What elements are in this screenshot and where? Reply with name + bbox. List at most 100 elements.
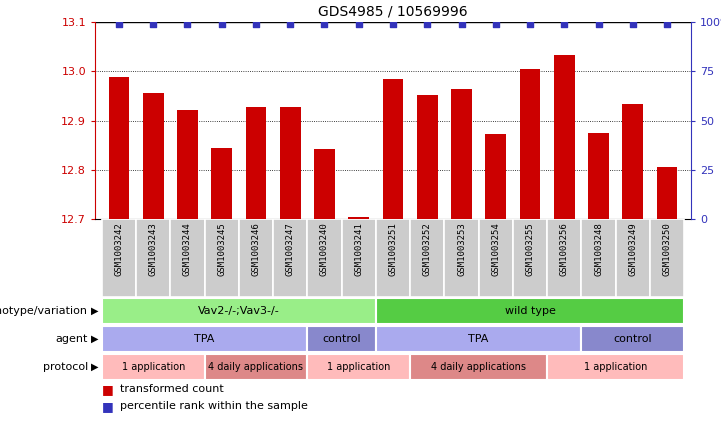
Bar [376, 326, 581, 352]
Text: ■: ■ [102, 400, 114, 413]
Text: GSM1003251: GSM1003251 [389, 222, 397, 276]
Text: 1 application: 1 application [327, 362, 391, 372]
Text: control: control [614, 334, 652, 344]
Point [319, 21, 330, 27]
Text: GSM1003252: GSM1003252 [423, 222, 432, 276]
Point [387, 21, 399, 27]
Title: GDS4985 / 10569996: GDS4985 / 10569996 [318, 4, 468, 18]
Text: 4 daily applications: 4 daily applications [431, 362, 526, 372]
Bar [102, 354, 205, 380]
Bar [211, 148, 232, 219]
Point [148, 21, 159, 27]
Bar [376, 298, 684, 324]
Bar [348, 217, 369, 219]
Text: percentile rank within the sample: percentile rank within the sample [120, 401, 308, 411]
Text: GSM1003256: GSM1003256 [559, 222, 569, 276]
Text: 1 application: 1 application [122, 362, 185, 372]
Point [285, 21, 296, 27]
Text: GSM1003254: GSM1003254 [491, 222, 500, 276]
Text: ■: ■ [102, 383, 114, 396]
Bar [136, 219, 170, 297]
Text: GSM1003248: GSM1003248 [594, 222, 603, 276]
Bar [314, 149, 335, 219]
Point [113, 21, 125, 27]
Text: GSM1003241: GSM1003241 [354, 222, 363, 276]
Text: Vav2-/-;Vav3-/-: Vav2-/-;Vav3-/- [198, 306, 280, 316]
Bar [479, 219, 513, 297]
Text: TPA: TPA [195, 334, 215, 344]
Text: TPA: TPA [469, 334, 489, 344]
Text: protocol: protocol [43, 362, 88, 372]
Bar [657, 167, 677, 219]
Bar [581, 219, 616, 297]
Bar [102, 298, 376, 324]
Bar [280, 107, 301, 219]
Bar [307, 354, 410, 380]
Point [250, 21, 262, 27]
Bar [109, 77, 129, 219]
Point [559, 21, 570, 27]
Bar [513, 219, 547, 297]
Point [661, 21, 673, 27]
Text: ▶: ▶ [92, 334, 99, 344]
Text: GSM1003242: GSM1003242 [115, 222, 123, 276]
Bar [102, 219, 136, 297]
Bar [177, 110, 198, 219]
Bar [410, 354, 547, 380]
Point [524, 21, 536, 27]
Bar [410, 219, 444, 297]
Bar [205, 354, 307, 380]
Text: GSM1003247: GSM1003247 [286, 222, 295, 276]
Bar [444, 219, 479, 297]
Text: GSM1003249: GSM1003249 [628, 222, 637, 276]
Point [353, 21, 365, 27]
Point [456, 21, 467, 27]
Bar [547, 219, 581, 297]
Text: GSM1003253: GSM1003253 [457, 222, 466, 276]
Bar [554, 55, 575, 219]
Text: agent: agent [56, 334, 88, 344]
Bar [102, 326, 307, 352]
Text: wild type: wild type [505, 306, 555, 316]
Text: genotype/variation: genotype/variation [0, 306, 88, 316]
Text: GSM1003240: GSM1003240 [320, 222, 329, 276]
Bar [170, 219, 205, 297]
Point [422, 21, 433, 27]
Bar [342, 219, 376, 297]
Bar [239, 219, 273, 297]
Bar [376, 219, 410, 297]
Point [182, 21, 193, 27]
Bar [485, 134, 506, 219]
Text: GSM1003246: GSM1003246 [252, 222, 260, 276]
Text: GSM1003243: GSM1003243 [149, 222, 158, 276]
Bar [451, 90, 472, 219]
Bar [588, 133, 609, 219]
Bar [520, 69, 540, 219]
Bar [547, 354, 684, 380]
Text: ▶: ▶ [92, 306, 99, 316]
Text: ▶: ▶ [92, 362, 99, 372]
Text: transformed count: transformed count [120, 385, 224, 394]
Text: 1 application: 1 application [584, 362, 647, 372]
Point [627, 21, 639, 27]
Bar [581, 326, 684, 352]
Text: control: control [322, 334, 361, 344]
Bar [417, 95, 438, 219]
Bar [246, 107, 266, 219]
Text: GSM1003255: GSM1003255 [526, 222, 534, 276]
Point [490, 21, 502, 27]
Bar [622, 104, 643, 219]
Bar [307, 219, 342, 297]
Text: GSM1003244: GSM1003244 [183, 222, 192, 276]
Point [593, 21, 604, 27]
Bar [383, 79, 403, 219]
Bar [307, 326, 376, 352]
Bar [205, 219, 239, 297]
Text: 4 daily applications: 4 daily applications [208, 362, 304, 372]
Point [216, 21, 228, 27]
Bar [143, 93, 164, 219]
Bar [616, 219, 650, 297]
Bar [650, 219, 684, 297]
Text: GSM1003250: GSM1003250 [663, 222, 671, 276]
Text: GSM1003245: GSM1003245 [217, 222, 226, 276]
